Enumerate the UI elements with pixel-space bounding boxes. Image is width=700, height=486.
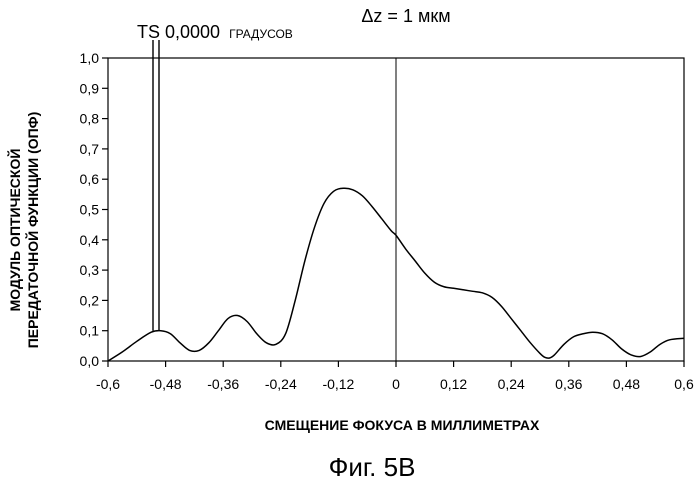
x-tick-label: -0,36: [207, 376, 239, 392]
reference-lines: [153, 40, 396, 361]
y-tick-label: 0,0: [80, 353, 100, 369]
y-axis-title-line1: МОДУЛЬ ОПТИЧЕСКОЙ: [6, 149, 23, 312]
y-tick-label: 0,6: [80, 171, 100, 187]
annotation-suffix: ГРАДУСОВ: [229, 27, 293, 41]
axis-ticks: -0,6 -0,48 -0,36 -0,24 -0,12 0 0,12 0,24 0,36 0,4…: [80, 50, 694, 392]
x-tick-label: -0,6: [96, 376, 120, 392]
y-tick-label: 0,8: [80, 111, 100, 127]
figure-caption: Фиг. 5B: [329, 452, 416, 482]
annotation-prefix: TS 0,0000: [137, 22, 220, 42]
y-tick-label: 0,2: [80, 292, 100, 308]
x-tick-label: -0,24: [265, 376, 297, 392]
x-tick-label: -0,12: [322, 376, 354, 392]
mtf-chart: Δz = 1 мкм TS 0,0000 ГРАДУСОВ МОДУЛЬ ОПТ…: [0, 0, 700, 486]
annotation-label: TS 0,0000 ГРАДУСОВ: [137, 22, 293, 42]
x-tick-label: 0: [392, 376, 400, 392]
x-tick-label: 0,36: [555, 376, 582, 392]
y-tick-label: 1,0: [80, 50, 100, 66]
y-tick-label: 0,7: [80, 141, 100, 157]
x-tick-label: 0,48: [613, 376, 640, 392]
y-tick-label: 0,3: [80, 262, 100, 278]
x-tick-label: -0,48: [150, 376, 182, 392]
x-tick-label: 0,12: [440, 376, 467, 392]
y-tick-label: 0,9: [80, 80, 100, 96]
y-axis-title: МОДУЛЬ ОПТИЧЕСКОЙ ПЕРЕДАТОЧНОЙ ФУНКЦИИ (…: [6, 112, 41, 349]
y-tick-label: 0,5: [80, 202, 100, 218]
y-axis-title-line2: ПЕРЕДАТОЧНОЙ ФУНКЦИИ (ОПФ): [24, 112, 41, 349]
y-tick-label: 0,1: [80, 323, 100, 339]
chart-title: Δz = 1 мкм: [361, 6, 450, 26]
x-axis-title: СМЕЩЕНИЕ ФОКУСА В МИЛЛИМЕТРАХ: [265, 417, 540, 433]
y-tick-label: 0,4: [80, 232, 100, 248]
x-tick-label: 0,6: [674, 376, 694, 392]
x-tick-label: 0,24: [498, 376, 525, 392]
